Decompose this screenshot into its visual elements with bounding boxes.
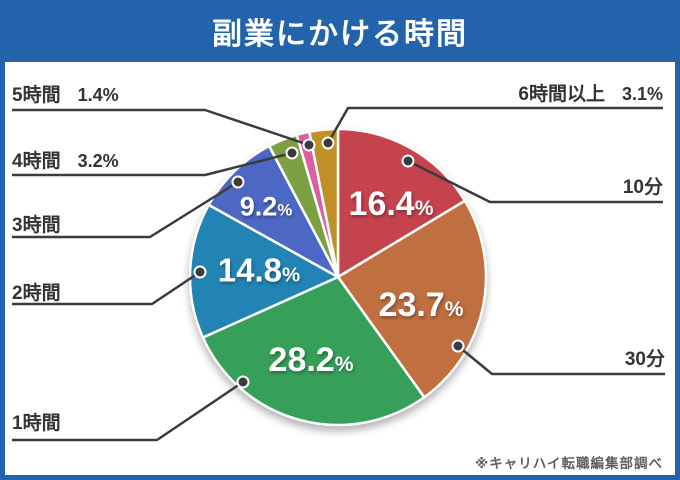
- percent-sign: %: [277, 200, 293, 220]
- slice-percent-label-2: 28.2%: [269, 343, 354, 377]
- percent-value: 9.2: [239, 191, 278, 222]
- category-percent: 3.1%: [621, 84, 663, 104]
- category-label-6: 5時間 1.4%: [12, 86, 119, 106]
- percent-value: 14.8: [217, 251, 283, 289]
- slice-percent-label-3: 14.8%: [218, 254, 300, 287]
- category-percent: 1.4%: [77, 85, 119, 105]
- slice-percent-label-4: 9.2%: [239, 191, 293, 222]
- title-banner: 副業にかける時間: [0, 0, 680, 62]
- percent-sign: %: [334, 353, 354, 376]
- category-name: 30分: [624, 349, 665, 370]
- category-label-3: 2時間: [12, 284, 61, 304]
- category-name: 1時間: [12, 413, 61, 434]
- category-percent: 3.2%: [77, 151, 119, 171]
- chart-canvas: [5, 62, 675, 475]
- page-title: 副業にかける時間: [212, 18, 468, 51]
- percent-value: 28.2: [268, 341, 335, 379]
- category-name: 5時間: [12, 85, 61, 106]
- category-name: 4時間: [12, 151, 61, 172]
- slice-percent-label-1: 23.7%: [379, 288, 464, 322]
- percent-sign: %: [444, 298, 464, 321]
- category-name: 10分: [622, 177, 663, 198]
- percent-sign: %: [414, 197, 434, 220]
- category-label-5: 4時間 3.2%: [12, 152, 119, 172]
- category-name: 6時間以上: [518, 84, 605, 105]
- slice-percent-label-0: 16.4%: [349, 187, 434, 221]
- category-label-0: 10分: [623, 178, 663, 198]
- source-footnote: ※キャリハイ転職編集部調べ: [475, 456, 663, 471]
- category-name: 2時間: [12, 283, 61, 304]
- percent-value: 16.4: [348, 185, 415, 223]
- category-label-7: 6時間以上 3.1%: [518, 85, 663, 105]
- category-label-2: 1時間: [12, 414, 61, 434]
- category-name: 3時間: [12, 215, 61, 236]
- category-label-1: 30分: [625, 350, 665, 370]
- category-label-4: 3時間: [12, 216, 61, 236]
- percent-value: 23.7: [378, 286, 445, 324]
- percent-sign: %: [282, 263, 301, 287]
